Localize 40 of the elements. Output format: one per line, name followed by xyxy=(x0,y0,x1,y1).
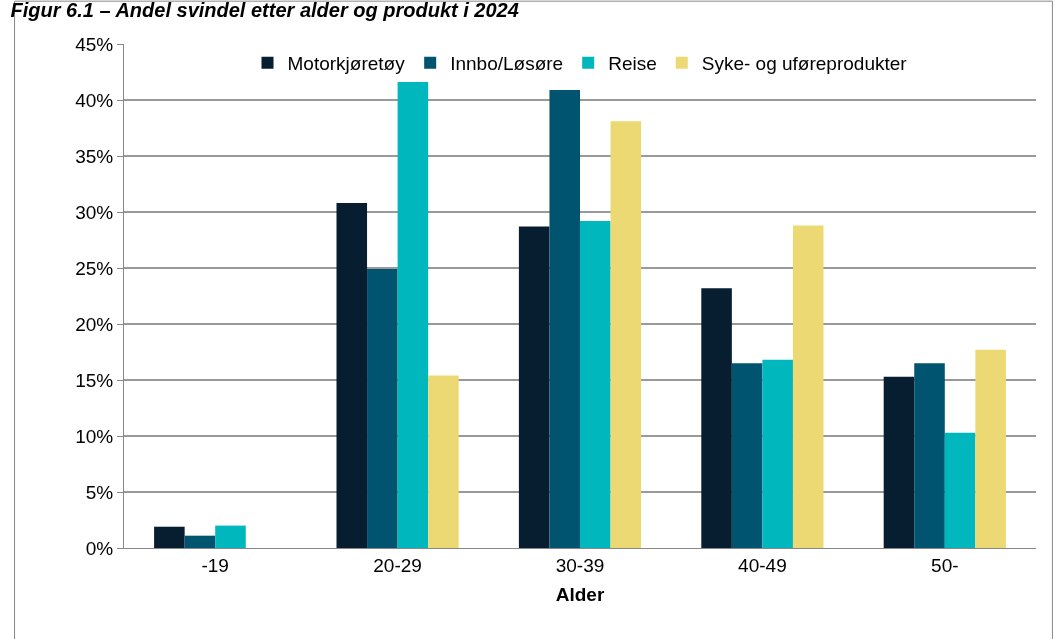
x-tick-label: 50- xyxy=(931,554,959,576)
bar xyxy=(215,525,246,548)
bar xyxy=(549,89,580,548)
bar xyxy=(762,359,793,548)
bar xyxy=(367,269,398,548)
y-tick-label: 10% xyxy=(75,425,114,447)
legend-label: Motorkjøretøy xyxy=(287,53,406,75)
x-tick-label: -19 xyxy=(201,554,229,576)
y-tick-label: 5% xyxy=(85,481,114,503)
y-tick-label: 25% xyxy=(75,257,114,279)
bar xyxy=(610,121,642,548)
bar xyxy=(580,220,611,548)
x-tick-label: 30-39 xyxy=(555,554,605,576)
bar xyxy=(944,432,976,548)
y-tick-label: 20% xyxy=(75,313,114,335)
y-tick-label: 45% xyxy=(75,33,114,55)
chart-title: Figur 6.1 – Andel svindel etter alder og produkt i 2024 xyxy=(10,0,519,22)
x-tick-label: 40-49 xyxy=(738,554,787,576)
y-tick-label: 35% xyxy=(75,145,114,167)
x-axis-title: Alder xyxy=(555,583,605,605)
bar xyxy=(154,526,185,548)
legend-label: Reise xyxy=(608,53,657,75)
bar xyxy=(397,82,429,548)
y-tick-label: 40% xyxy=(75,89,114,111)
legend-label: Syke- og uføreprodukter xyxy=(701,53,908,75)
bar xyxy=(518,226,550,548)
bar xyxy=(914,363,945,548)
bar xyxy=(883,376,915,548)
x-tick-label: 20-29 xyxy=(373,554,422,576)
bar xyxy=(336,203,368,548)
y-tick-label: 30% xyxy=(75,201,114,223)
y-tick-label: 15% xyxy=(75,369,114,391)
bar xyxy=(428,375,459,548)
legend-label: Innbo/Løsøre xyxy=(450,53,564,75)
bar xyxy=(731,363,763,548)
bar xyxy=(184,535,216,548)
y-tick-label: 0% xyxy=(85,537,114,559)
bar xyxy=(975,349,1006,548)
bar xyxy=(701,288,732,548)
bar xyxy=(792,225,824,548)
